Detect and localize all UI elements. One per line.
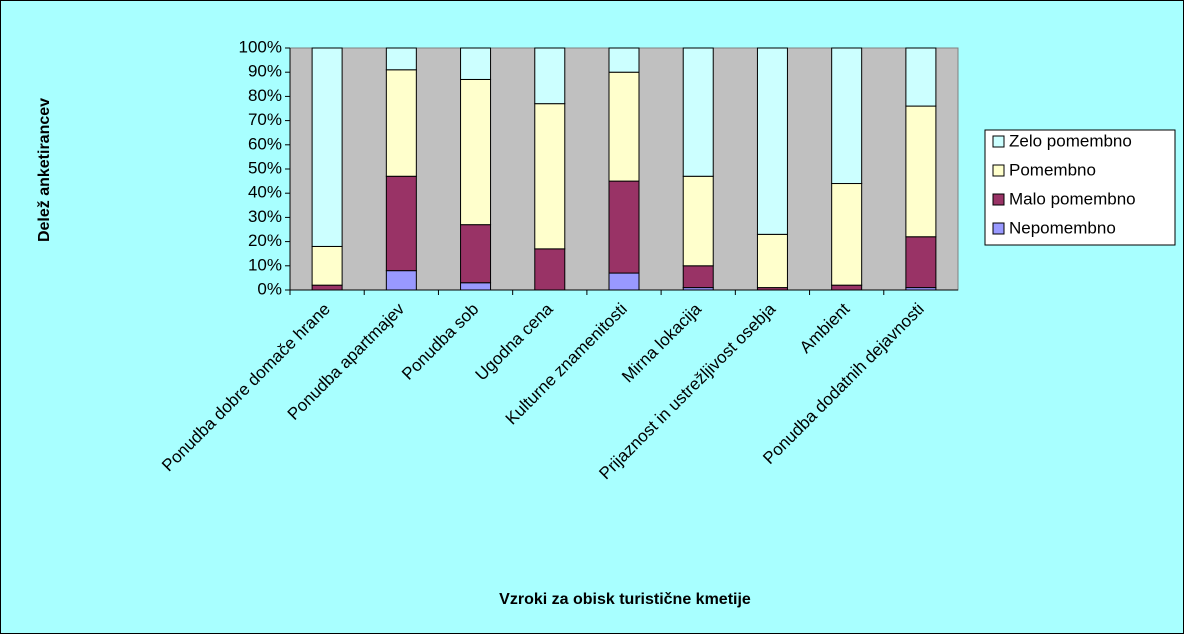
bar-segment — [831, 284, 863, 291]
bar-segment — [608, 272, 640, 291]
bar-segment — [682, 265, 714, 289]
bar-segment — [608, 180, 640, 274]
y-tick-label: 90% — [248, 62, 282, 81]
legend-swatch — [992, 222, 1005, 235]
y-tick-label: 20% — [248, 231, 282, 250]
y-tick-label: 100% — [239, 37, 282, 56]
bar-segment — [756, 47, 788, 235]
y-tick-label: 60% — [248, 134, 282, 153]
bar-segment — [608, 47, 640, 73]
y-tick-label: 30% — [248, 207, 282, 226]
bar-segment — [385, 47, 417, 71]
bar-segment — [385, 270, 417, 291]
bar-segment — [831, 47, 863, 185]
bar-segment — [534, 103, 566, 250]
bar-segment — [756, 233, 788, 289]
legend — [984, 129, 1176, 246]
bar-segment — [460, 47, 492, 80]
bar-segment — [460, 282, 492, 291]
bar-segment — [385, 175, 417, 272]
bar-segment — [905, 236, 937, 289]
bar-segment — [460, 78, 492, 226]
bar-segment — [905, 47, 937, 107]
y-tick-label: 40% — [248, 183, 282, 202]
y-tick-label: 70% — [248, 110, 282, 129]
legend-label: Zelo pomembno — [1009, 131, 1132, 150]
y-tick-label: 10% — [248, 255, 282, 274]
bar-segment — [682, 175, 714, 267]
legend-swatch — [992, 164, 1005, 177]
legend-swatch — [992, 135, 1005, 148]
bar-segment — [905, 105, 937, 238]
bar-segment — [385, 69, 417, 177]
bar-segment — [831, 183, 863, 286]
legend-label: Malo pomembno — [1009, 189, 1136, 208]
bar-segment — [608, 71, 640, 182]
legend-swatch — [992, 193, 1005, 206]
bar-segment — [460, 224, 492, 284]
legend-label: Pomembno — [1009, 160, 1096, 179]
y-tick-label: 0% — [257, 279, 282, 298]
bar-segment — [682, 47, 714, 177]
y-axis-title: Delež anketirancev — [36, 98, 53, 242]
y-tick-label: 50% — [248, 158, 282, 177]
bar-segment — [311, 47, 343, 247]
bar-segment — [311, 284, 343, 291]
bar-segment — [311, 245, 343, 286]
legend-label: Nepomembno — [1009, 218, 1116, 237]
bar-segment — [534, 47, 566, 105]
x-axis-title: Vzroki za obisk turistične kmetije — [499, 591, 751, 608]
bar-segment — [534, 248, 566, 291]
y-tick-label: 80% — [248, 86, 282, 105]
